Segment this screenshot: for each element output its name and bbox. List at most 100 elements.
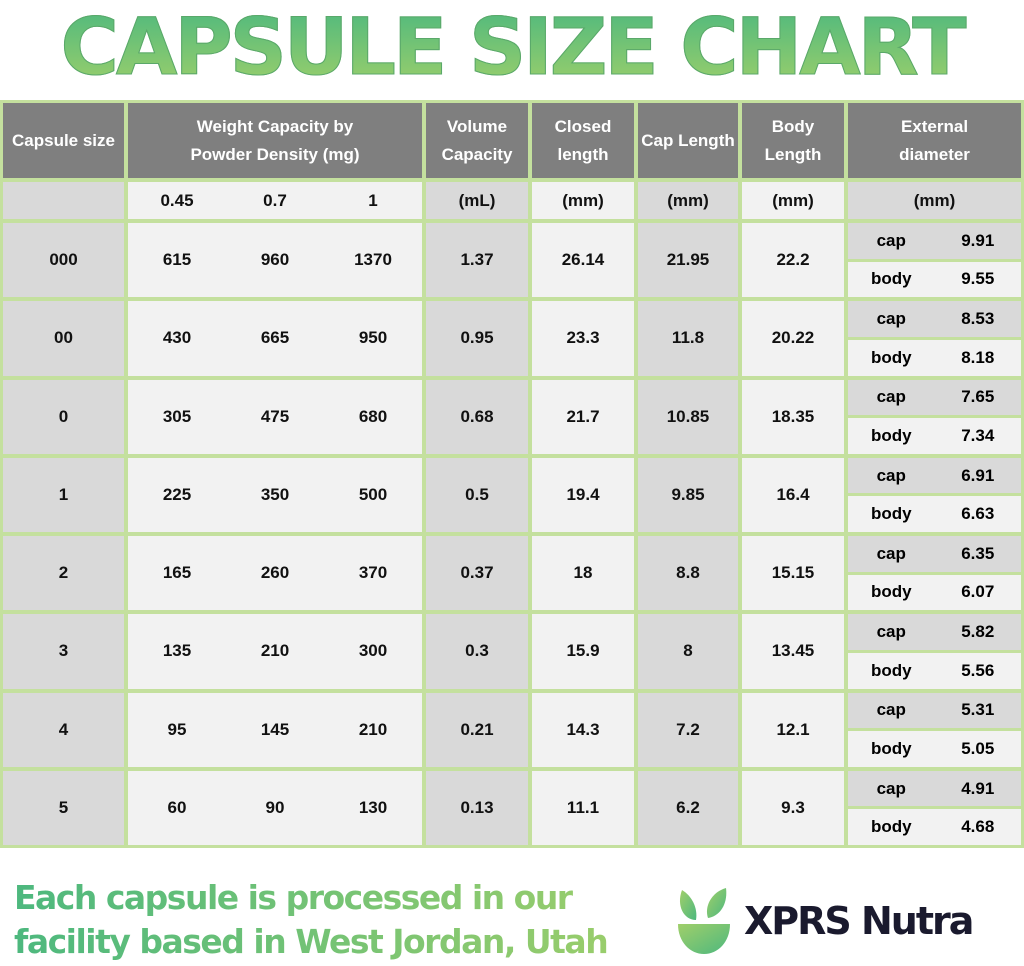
body-length-cell: 20.22	[742, 301, 844, 376]
units-closed: (mm)	[532, 182, 634, 219]
closed-length-cell: 26.14	[532, 223, 634, 298]
weight-value: 960	[260, 250, 290, 270]
ext-cap-label: cap	[876, 465, 906, 485]
ext-body-row: body 4.68	[848, 809, 1021, 845]
ext-body-value: 6.63	[961, 504, 995, 524]
ext-body-row: body 7.34	[848, 418, 1021, 454]
weight-value: 95	[167, 719, 187, 739]
closed-length-cell: 19.4	[532, 457, 634, 532]
weight-value: 165	[162, 563, 192, 583]
ext-cap-row: cap 5.31	[848, 692, 1021, 729]
ext-body-row: body 9.55	[848, 261, 1021, 298]
ext-body-label: body	[870, 504, 912, 524]
ext-cap-value: 8.53	[961, 309, 995, 329]
weight-capacity-cell: 225 350 500	[128, 457, 422, 532]
header-closed-length: Closed length	[532, 103, 634, 178]
weight-value: 210	[260, 641, 290, 661]
ext-cap-row: cap 5.82	[848, 614, 1021, 650]
cap-length-cell: 8.8	[638, 536, 738, 611]
external-diameter-cell: cap 8.53 body 8.18	[848, 301, 1021, 376]
ext-cap-value: 5.31	[961, 700, 995, 720]
ext-body-label: body	[870, 582, 912, 602]
volume-cell: 0.3	[426, 614, 528, 689]
cap-length-cell: 7.2	[638, 692, 738, 767]
footer-line-2: facility based in West Jordan, Utah	[14, 922, 608, 961]
ext-body-value: 5.56	[961, 660, 995, 680]
ext-body-value: 9.55	[961, 269, 995, 289]
ext-body-row: body 5.05	[848, 731, 1021, 767]
cap-length-cell: 8	[638, 614, 738, 689]
external-diameter-cell: cap 6.91 body 6.63	[848, 457, 1021, 532]
external-diameter-cell: cap 5.31 body 5.05	[848, 692, 1021, 767]
closed-length-cell: 11.1	[532, 770, 634, 845]
volume-cell: 0.13	[426, 770, 528, 845]
ext-body-row: body 6.07	[848, 574, 1021, 611]
ext-cap-value: 5.82	[961, 622, 995, 642]
ext-cap-row: cap 9.91	[848, 223, 1021, 259]
volume-cell: 0.5	[426, 457, 528, 532]
external-diameter-cell: cap 4.91 body 4.68	[848, 770, 1021, 845]
density-045: 0.45	[160, 190, 194, 210]
closed-length-cell: 21.7	[532, 379, 634, 454]
capsule-size-cell: 5	[3, 770, 124, 845]
header-weight-capacity: Weight Capacity by Powder Density (mg)	[128, 103, 422, 178]
cap-length-cell: 9.85	[638, 457, 738, 532]
ext-cap-row: cap 4.91	[848, 770, 1021, 807]
header-volume-capacity: Volume Capacity	[426, 103, 528, 178]
ext-body-label: body	[870, 347, 912, 367]
weight-value: 305	[162, 406, 192, 426]
volume-cell: 0.37	[426, 536, 528, 611]
weight-capacity-cell: 60 90 130	[128, 770, 422, 845]
leaf-bowl-icon	[678, 888, 730, 954]
ext-cap-label: cap	[876, 387, 906, 407]
units-body: (mm)	[742, 182, 844, 219]
brand-logo: XPRS Nutra	[676, 886, 974, 956]
weight-value: 665	[260, 328, 290, 348]
ext-cap-label: cap	[876, 543, 906, 563]
body-length-cell: 13.45	[742, 614, 844, 689]
capsule-size-cell: 2	[3, 536, 124, 611]
closed-length-cell: 15.9	[532, 614, 634, 689]
external-diameter-cell: cap 9.91 body 9.55	[848, 223, 1021, 298]
ext-cap-row: cap 7.65	[848, 379, 1021, 416]
volume-cell: 0.68	[426, 379, 528, 454]
weight-value: 300	[358, 641, 388, 661]
weight-value: 950	[358, 328, 388, 348]
weight-value: 615	[162, 250, 192, 270]
capsule-size-cell: 00	[3, 301, 124, 376]
ext-cap-label: cap	[876, 700, 906, 720]
footer-line-1: Each capsule is processed in our	[14, 878, 572, 917]
ext-cap-value: 9.91	[961, 230, 995, 250]
ext-body-row: body 6.63	[848, 496, 1021, 532]
weight-value: 260	[260, 563, 290, 583]
cap-length-cell: 11.8	[638, 301, 738, 376]
body-length-cell: 9.3	[742, 770, 844, 845]
weight-capacity-cell: 430 665 950	[128, 301, 422, 376]
weight-value: 680	[358, 406, 388, 426]
weight-value: 130	[358, 797, 388, 817]
ext-cap-label: cap	[876, 778, 906, 798]
ext-body-label: body	[870, 425, 912, 445]
header-external-diameter: External diameter	[848, 103, 1021, 178]
weight-value: 370	[358, 563, 388, 583]
ext-cap-row: cap 6.91	[848, 457, 1021, 494]
ext-body-value: 5.05	[961, 738, 995, 758]
ext-body-value: 8.18	[961, 347, 995, 367]
body-length-cell: 16.4	[742, 457, 844, 532]
units-volume: (mL)	[426, 182, 528, 219]
ext-body-label: body	[870, 817, 912, 837]
closed-length-cell: 23.3	[532, 301, 634, 376]
ext-cap-label: cap	[876, 230, 906, 250]
capsule-size-table: Capsule size Weight Capacity by Powder D…	[0, 100, 1024, 848]
header-body-length: Body Length	[742, 103, 844, 178]
external-diameter-cell: cap 7.65 body 7.34	[848, 379, 1021, 454]
weight-value: 90	[265, 797, 285, 817]
weight-value: 1370	[354, 250, 392, 270]
ext-body-label: body	[870, 269, 912, 289]
cap-length-cell: 6.2	[638, 770, 738, 845]
ext-body-value: 6.07	[961, 582, 995, 602]
capsule-size-cell: 0	[3, 379, 124, 454]
header-cap-length: Cap Length	[638, 103, 738, 178]
weight-value: 475	[260, 406, 290, 426]
ext-cap-value: 6.91	[961, 465, 995, 485]
